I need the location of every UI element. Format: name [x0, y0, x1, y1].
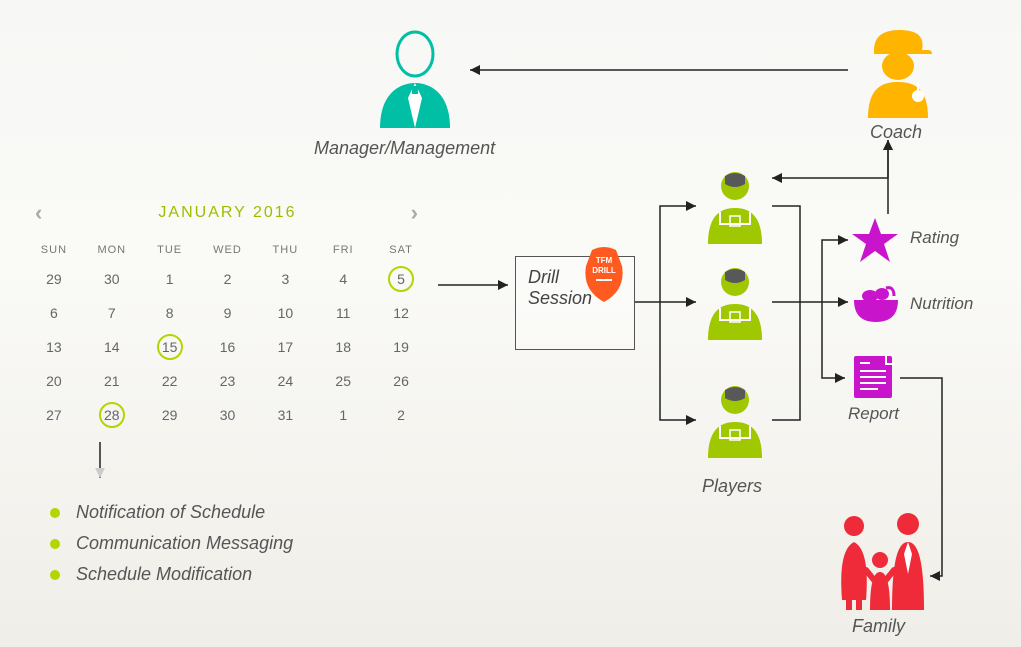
drill-tag-1: TFM	[596, 256, 612, 265]
player-icon-1	[700, 168, 770, 251]
cal-day[interactable]: 1	[141, 268, 199, 290]
feature-bullets: Notification of Schedule Communication M…	[50, 492, 293, 595]
cal-day[interactable]: 7	[83, 302, 141, 324]
cal-title: JANUARY 2016	[158, 204, 296, 222]
bullet-dot-icon	[50, 539, 60, 549]
cal-day[interactable]: 17	[256, 336, 314, 358]
cal-day[interactable]: 13	[25, 336, 83, 358]
cal-day[interactable]: 29	[25, 268, 83, 290]
cal-day[interactable]: 22	[141, 370, 199, 392]
drill-tag-2: DRILL	[592, 266, 616, 275]
bullet-text: Schedule Modification	[76, 564, 252, 585]
cal-day[interactable]: 9	[199, 302, 257, 324]
cal-day[interactable]: 31	[256, 404, 314, 426]
cal-dow: SAT	[372, 244, 430, 256]
cal-day[interactable]: 15	[141, 336, 199, 358]
report-icon	[850, 352, 896, 407]
cal-next[interactable]: ›	[411, 200, 420, 226]
cal-day-highlight	[99, 402, 125, 428]
cal-dow: SUN	[25, 244, 83, 256]
bullet-text: Notification of Schedule	[76, 502, 265, 523]
cal-dow: FRI	[314, 244, 372, 256]
bullet-item: Communication Messaging	[50, 533, 293, 554]
cal-day[interactable]: 2	[199, 268, 257, 290]
bullet-item: Schedule Modification	[50, 564, 293, 585]
coach-icon	[854, 22, 940, 122]
cal-day[interactable]: 8	[141, 302, 199, 324]
cal-day-highlight	[157, 334, 183, 360]
cal-dow: THU	[256, 244, 314, 256]
cal-day[interactable]: 25	[314, 370, 372, 392]
player-icon-2	[700, 264, 770, 347]
cal-day[interactable]: 29	[141, 404, 199, 426]
cal-day[interactable]: 19	[372, 336, 430, 358]
cal-dow: MON	[83, 244, 141, 256]
nutrition-icon	[850, 284, 902, 329]
cal-day[interactable]: 5	[372, 268, 430, 290]
coach-label: Coach	[870, 122, 922, 143]
bullet-item: Notification of Schedule	[50, 502, 293, 523]
calendar: ‹ JANUARY 2016 › SUNMONTUEWEDTHUFRISAT29…	[25, 200, 430, 426]
cal-day[interactable]: 14	[83, 336, 141, 358]
cal-day[interactable]: 11	[314, 302, 372, 324]
cal-day[interactable]: 12	[372, 302, 430, 324]
cal-day[interactable]: 23	[199, 370, 257, 392]
cal-day[interactable]: 20	[25, 370, 83, 392]
cal-day[interactable]: 1	[314, 404, 372, 426]
cal-day[interactable]: 30	[83, 268, 141, 290]
players-label: Players	[702, 476, 762, 497]
cal-day[interactable]: 3	[256, 268, 314, 290]
report-label: Report	[848, 404, 899, 424]
cal-day[interactable]: 2	[372, 404, 430, 426]
cal-day[interactable]: 24	[256, 370, 314, 392]
cal-day[interactable]: 26	[372, 370, 430, 392]
cal-day-highlight	[388, 266, 414, 292]
manager-label: Manager/Management	[314, 138, 495, 159]
cal-day[interactable]: 21	[83, 370, 141, 392]
cal-day[interactable]: 28	[83, 404, 141, 426]
bullet-dot-icon	[50, 508, 60, 518]
cal-day[interactable]: 18	[314, 336, 372, 358]
family-label: Family	[852, 616, 905, 637]
family-icon	[828, 510, 932, 619]
cal-day[interactable]: 30	[199, 404, 257, 426]
nutrition-label: Nutrition	[910, 294, 973, 314]
bullet-dot-icon	[50, 570, 60, 580]
cal-dow: WED	[199, 244, 257, 256]
bullet-text: Communication Messaging	[76, 533, 293, 554]
manager-icon	[370, 28, 460, 132]
rating-icon	[850, 216, 900, 269]
cal-day[interactable]: 16	[199, 336, 257, 358]
rating-label: Rating	[910, 228, 959, 248]
drill-icon: TFM DRILL	[582, 246, 626, 309]
cal-day[interactable]: 10	[256, 302, 314, 324]
cal-prev[interactable]: ‹	[35, 200, 44, 226]
cal-day[interactable]: 4	[314, 268, 372, 290]
cal-dow: TUE	[141, 244, 199, 256]
cal-day[interactable]: 6	[25, 302, 83, 324]
player-icon-3	[700, 382, 770, 465]
cal-day[interactable]: 27	[25, 404, 83, 426]
